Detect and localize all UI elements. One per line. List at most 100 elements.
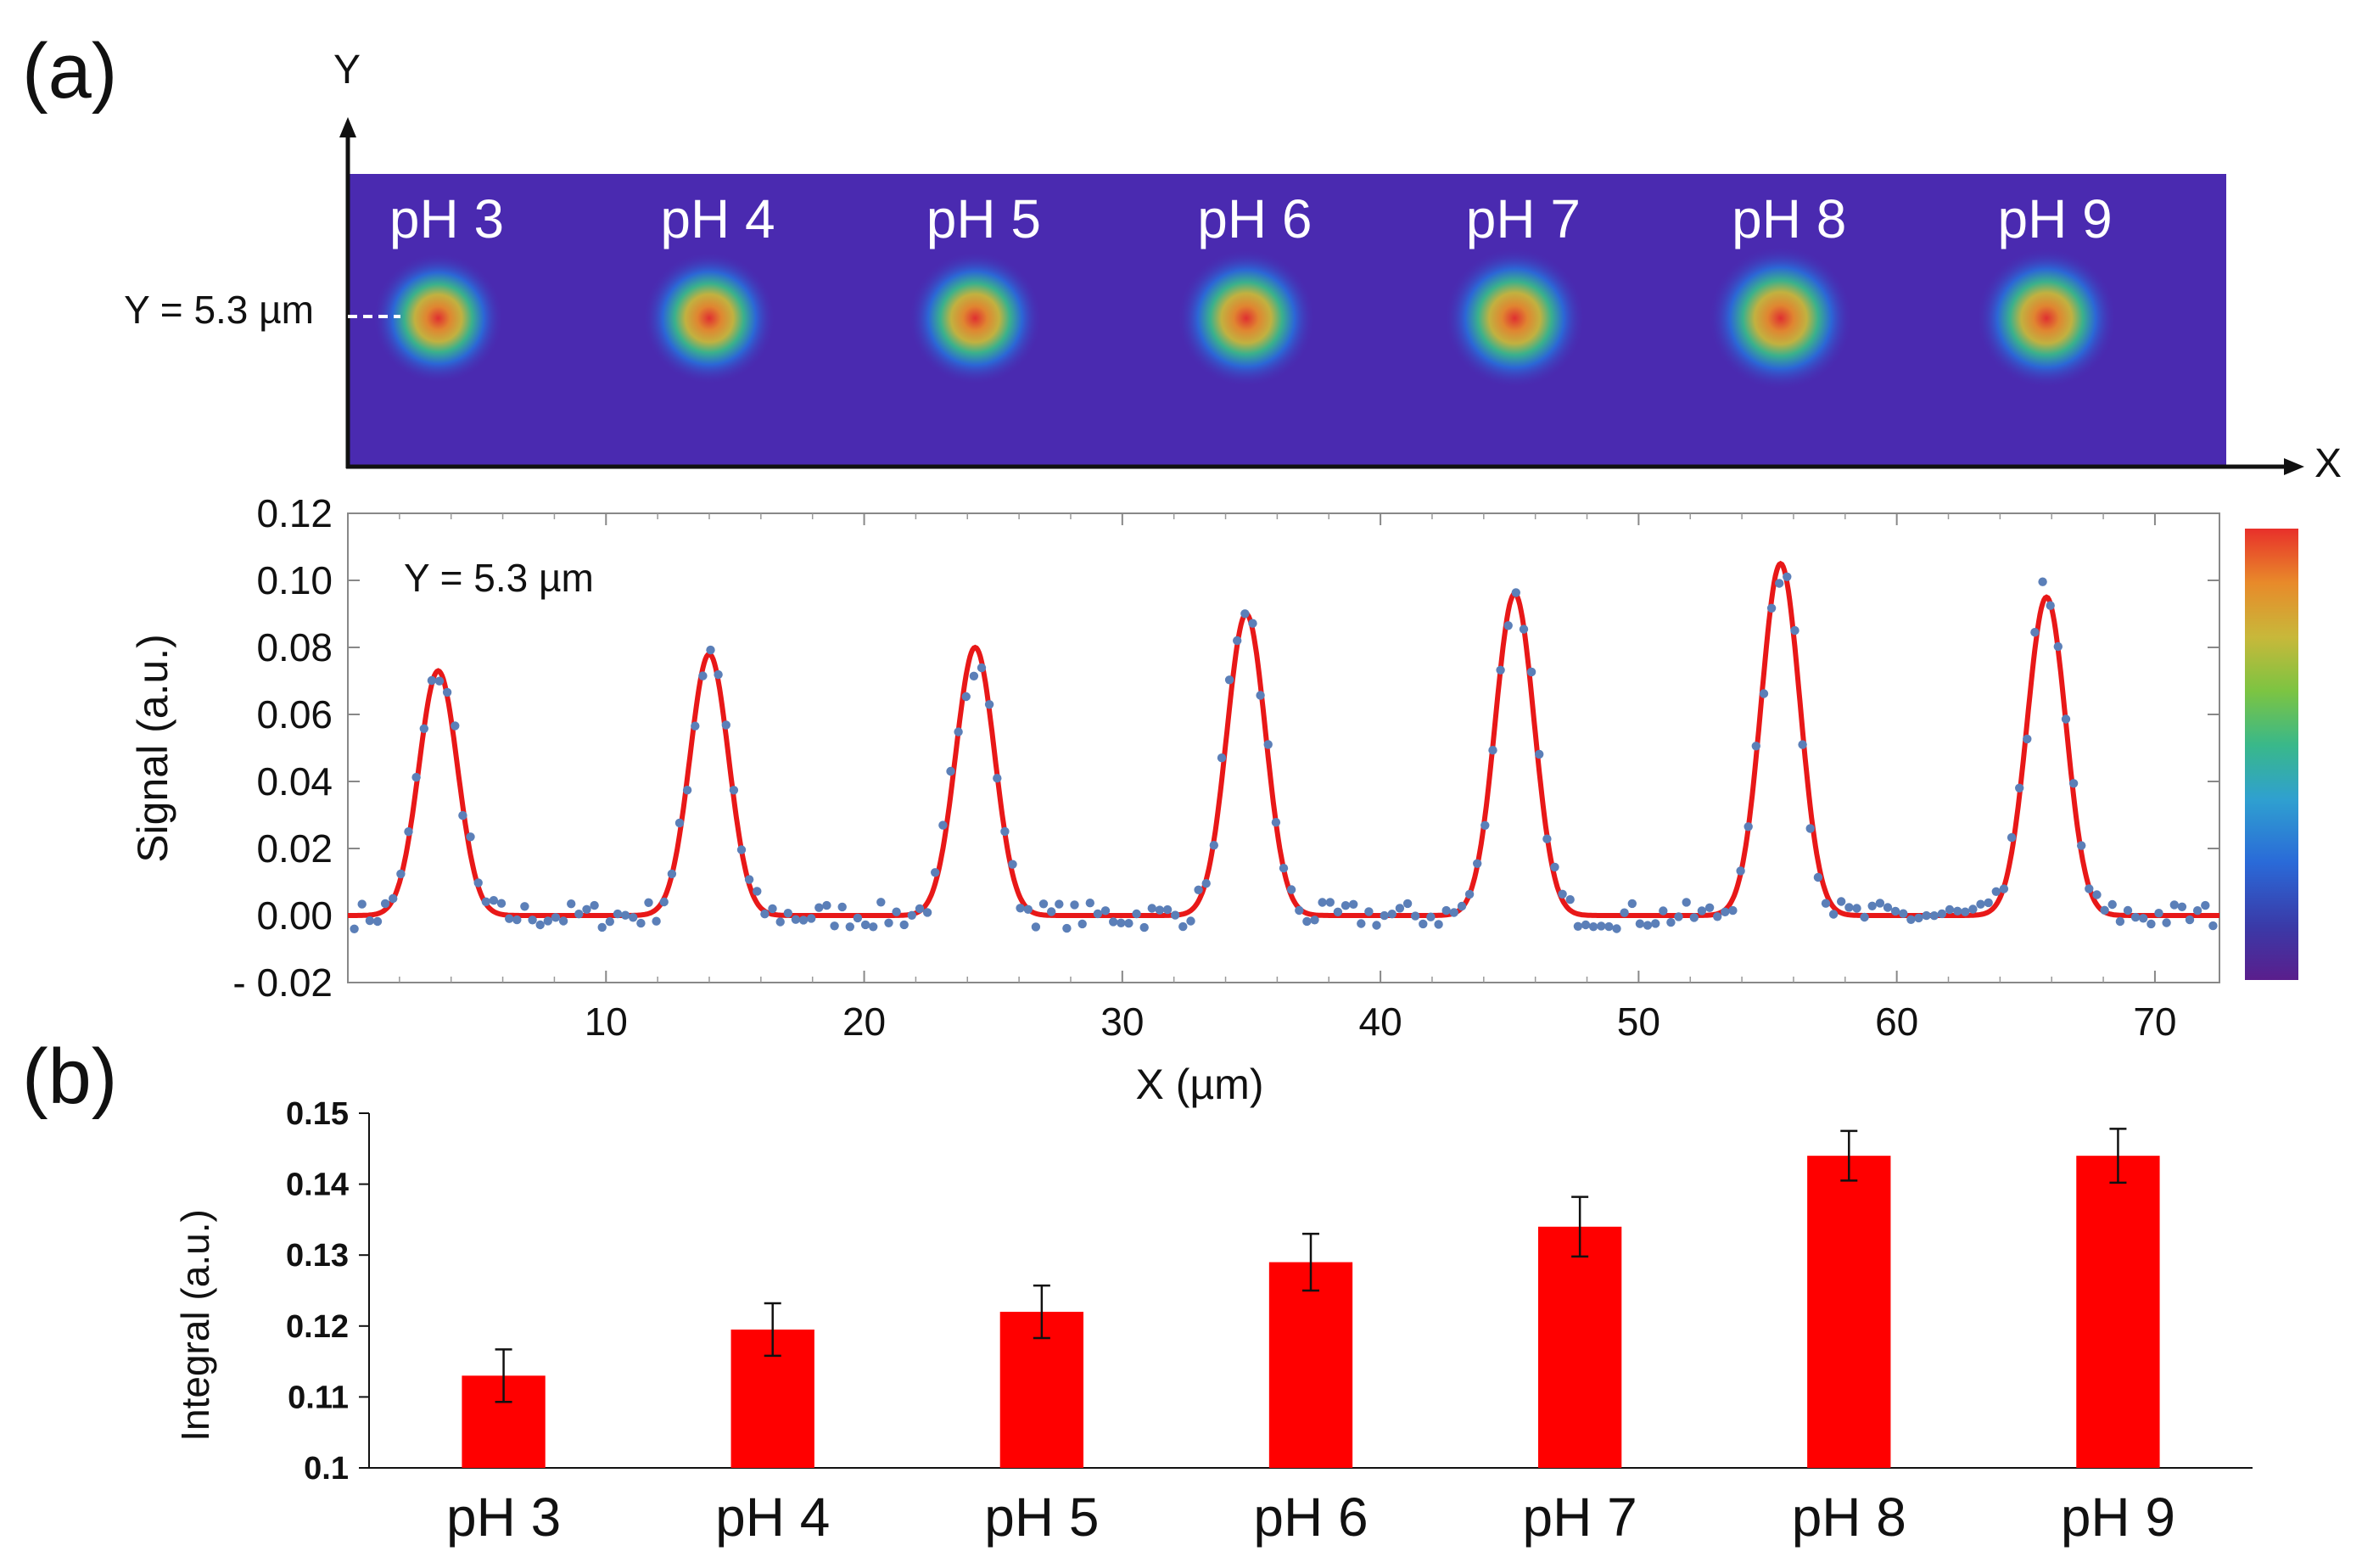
bar-category-label: pH 8: [1792, 1487, 1906, 1548]
data-point: [1055, 899, 1064, 909]
bar-y-tick-label: 0.11: [288, 1380, 349, 1415]
y-tick-label: 0.02: [256, 826, 333, 871]
data-point: [2107, 899, 2117, 910]
data-point: [1008, 860, 1017, 869]
data-point: [1867, 901, 1877, 911]
image-y-label: Y: [333, 48, 361, 92]
data-point: [1263, 740, 1273, 749]
data-point: [505, 914, 514, 923]
data-point: [520, 902, 529, 911]
data-point: [427, 675, 437, 686]
data-point: [1991, 887, 2001, 897]
data-point: [1109, 917, 1118, 927]
data-point: [1659, 906, 1668, 916]
data-point: [1295, 905, 1304, 916]
heat-spot-label: pH 9: [1998, 188, 2113, 249]
data-point: [528, 916, 537, 925]
data-point: [1395, 904, 1405, 913]
bar-y-axis-title: Integral (a.u.): [173, 1209, 217, 1442]
profile-ticks: 10 20 30 40 50 60 70 0.12 0.10 0.08 0.06 0.04 0.02 0.…: [232, 491, 2219, 1044]
data-point: [567, 899, 576, 909]
data-point: [2208, 921, 2218, 931]
data-point: [2030, 628, 2040, 637]
data-point: [1031, 922, 1041, 932]
data-point: [1689, 913, 1699, 922]
data-point: [1349, 899, 1358, 910]
data-point: [2130, 912, 2141, 922]
data-point: [714, 669, 723, 680]
data-point: [451, 721, 460, 731]
data-point: [2077, 841, 2086, 850]
data-point: [1704, 903, 1715, 913]
data-point: [1162, 904, 1173, 915]
data-point: [729, 786, 739, 795]
data-point: [1132, 909, 1141, 919]
data-point: [961, 692, 971, 702]
data-point: [1945, 904, 1955, 915]
data-point: [1961, 907, 1970, 916]
data-point: [1875, 899, 1885, 908]
data-point: [1286, 885, 1296, 894]
data-point: [892, 907, 901, 916]
data-point: [1813, 872, 1823, 882]
data-point: [1883, 903, 1893, 912]
data-point: [2007, 832, 2017, 843]
data-point: [1248, 619, 1257, 628]
data-point: [1000, 826, 1010, 837]
data-point: [629, 913, 638, 922]
data-point: [1728, 905, 1738, 916]
data-point: [938, 820, 948, 830]
panel-a-label: (a): [22, 28, 117, 115]
bar-y-tick-label: 0.15: [286, 1096, 349, 1132]
data-point: [760, 910, 770, 919]
data-point: [775, 917, 785, 927]
data-point: [1194, 885, 1203, 895]
bar: [2076, 1156, 2160, 1468]
data-point: [1402, 899, 1413, 909]
data-point: [1201, 879, 1211, 888]
data-point: [837, 902, 847, 912]
data-point: [946, 766, 955, 776]
data-point: [1775, 579, 1784, 588]
data-point: [1240, 609, 1250, 619]
data-point: [1434, 920, 1443, 929]
data-point: [1124, 919, 1133, 928]
data-point: [2085, 884, 2094, 893]
data-point: [1906, 915, 1916, 925]
y-tick-label: 0.12: [256, 491, 333, 535]
data-point: [489, 896, 499, 905]
data-point: [1318, 898, 1327, 907]
profile-annotation: Y = 5.3 µm: [404, 556, 594, 600]
data-point: [1519, 624, 1529, 634]
data-point: [1597, 921, 1606, 931]
data-point: [1643, 921, 1653, 930]
data-point: [1117, 918, 1126, 928]
data-point: [682, 786, 692, 795]
data-point: [845, 922, 854, 932]
data-point: [1186, 916, 1195, 926]
data-point: [2123, 905, 2133, 916]
data-point: [691, 721, 700, 731]
data-point: [969, 671, 979, 680]
data-point: [1093, 909, 1103, 919]
x-tick-label: 60: [1875, 1000, 1918, 1044]
data-point: [1612, 924, 1621, 933]
data-point: [1620, 908, 1629, 917]
data-point: [357, 899, 367, 909]
data-point: [1364, 907, 1374, 916]
data-point: [822, 900, 831, 910]
data-point: [644, 898, 653, 908]
data-point: [419, 724, 428, 733]
data-point: [1922, 910, 1931, 921]
data-point: [1713, 912, 1722, 921]
bar-category-label: pH 7: [1523, 1487, 1637, 1548]
data-point: [1651, 919, 1660, 928]
heat-spot: [1177, 249, 1316, 388]
data-point: [1233, 636, 1242, 646]
profile-chart: 10 20 30 40 50 60 70 0.12 0.10 0.08 0.06 0.04 0.02 0.…: [129, 491, 2220, 1108]
data-point: [884, 918, 893, 928]
data-point: [860, 920, 870, 930]
data-point: [1411, 911, 1420, 921]
data-point: [466, 832, 475, 842]
